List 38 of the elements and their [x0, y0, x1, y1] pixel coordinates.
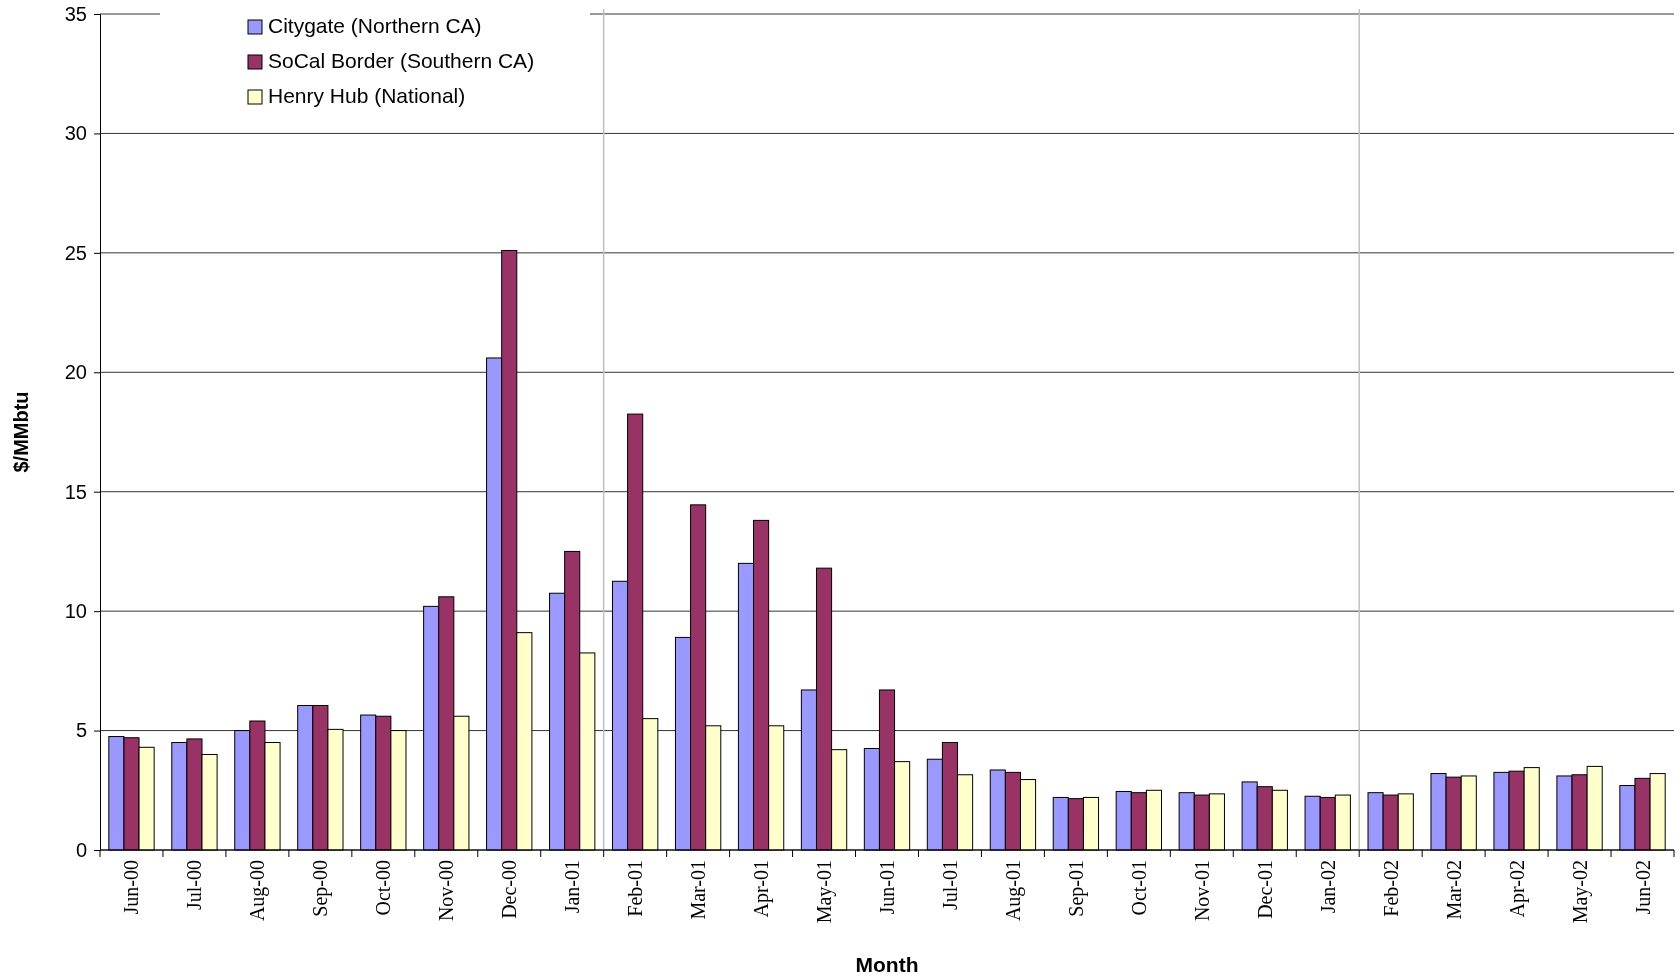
y-tick-label: 35	[64, 2, 87, 25]
x-tick-label: Feb-02	[1379, 860, 1402, 917]
x-tick-label: May-01	[813, 860, 837, 924]
x-tick-label: Oct-00	[372, 860, 395, 916]
x-tick-label: Dec-00	[498, 860, 521, 919]
y-tick-label: 30	[64, 122, 87, 145]
y-tick-label: 15	[64, 480, 87, 503]
x-tick-label: Jun-02	[1631, 860, 1654, 915]
x-tick-label: Jul-00	[183, 860, 206, 910]
x-tick-label: Nov-01	[1190, 860, 1213, 922]
y-tick-label: 10	[64, 600, 87, 623]
x-tick-label: Jun-00	[120, 860, 143, 915]
x-tick-label: Dec-01	[1253, 860, 1276, 919]
x-tick-label: Aug-00	[246, 860, 270, 922]
legend-label: Citygate (Northern CA)	[268, 14, 482, 37]
x-tick-label: Sep-00	[309, 860, 333, 917]
y-tick-label: 0	[75, 838, 87, 861]
x-tick-label: Aug-01	[1001, 860, 1025, 922]
x-tick-label: Mar-02	[1442, 860, 1465, 920]
x-tick-label: Jun-01	[876, 860, 898, 915]
x-tick-label: Mar-01	[687, 860, 710, 920]
y-tick-label: 5	[75, 719, 87, 742]
y-tick-label: 20	[64, 361, 87, 384]
x-tick-label: May-02	[1568, 860, 1592, 924]
legend-label: SoCal Border (Southern CA)	[268, 49, 535, 72]
x-tick-label: Sep-01	[1064, 860, 1088, 917]
x-tick-label: Feb-01	[624, 860, 647, 917]
x-tick-label: Nov-00	[435, 860, 458, 922]
x-axis-title: Month	[855, 953, 919, 976]
legend-label: Henry Hub (National)	[268, 84, 466, 107]
y-axis-title: $/MMbtu	[10, 391, 32, 473]
y-tick-label: 25	[64, 241, 87, 264]
x-tick-label: Jan-02	[1316, 860, 1339, 914]
x-tick-label: Apr-02	[1505, 860, 1529, 918]
x-tick-label: Oct-01	[1127, 860, 1150, 916]
x-tick-label: Jan-01	[561, 860, 584, 914]
x-tick-label: Jul-01	[938, 860, 961, 910]
x-tick-label: Apr-01	[750, 860, 774, 918]
